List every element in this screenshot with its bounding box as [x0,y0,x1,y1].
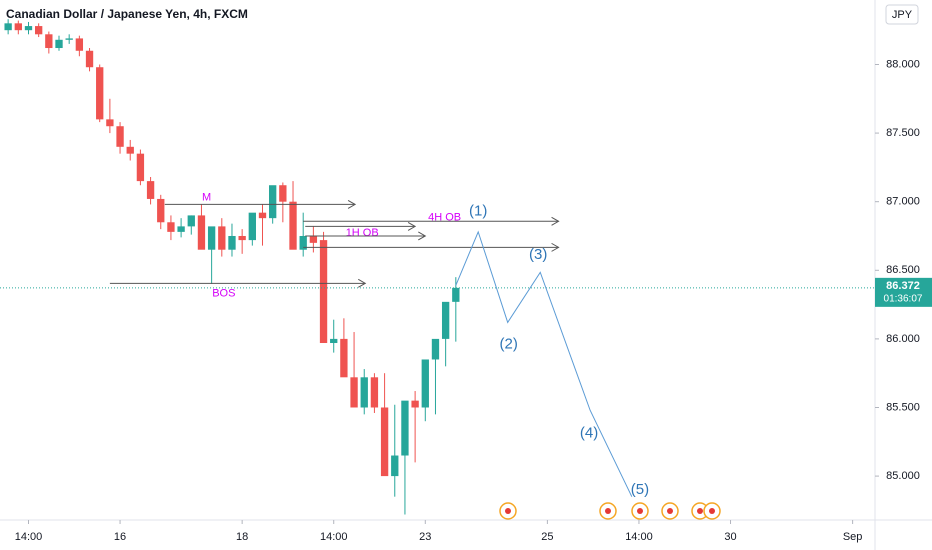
x-tick-label: 25 [541,531,553,543]
event-dot [505,508,511,514]
candle-body [309,235,318,243]
candle-body [452,287,460,302]
events [499,502,721,520]
y-tick-label: 87.500 [886,127,920,139]
candle-body [391,455,399,477]
candle-body [441,301,450,339]
candle-body [4,23,12,31]
candle-body [106,119,114,127]
x-tick-label: 23 [419,531,431,543]
x-tick-label: 14:00 [625,531,653,543]
x-tick-label: 18 [236,531,248,543]
candle-body [14,23,22,31]
wave-path [455,230,633,497]
level-arrow-head [358,278,367,288]
candle-body [177,226,185,232]
y-tick-label: 87.000 [886,196,920,208]
candle-body [85,50,94,68]
candle-body [330,338,338,344]
wave-label: (3) [529,246,547,263]
event-dot [637,508,643,514]
candle-body [207,226,216,250]
y-tick-label: 88.000 [886,58,920,70]
candle-body [279,185,287,202]
candle-body [126,146,134,154]
y-tick-label: 85.500 [886,401,920,413]
candle-body [116,126,124,147]
event-dot [605,508,611,514]
candle-body [24,26,33,31]
x-tick-label: 16 [114,531,126,543]
level-arrow-head [551,242,560,252]
level-arrow-head [418,231,427,241]
currency: JPY [892,9,913,21]
x-tick-label: 14:00 [15,531,43,543]
x-tick-label: Sep [843,531,863,543]
candle-body [45,34,53,49]
candle-body [55,39,63,49]
candle-body [157,198,165,223]
level-arrow-head [551,216,560,226]
candle-body [218,226,226,250]
candle-body [136,153,145,182]
last-price-box [875,277,932,307]
y-tick-label: 85.000 [886,470,920,482]
chart-title: Canadian Dollar / Japanese Yen, 4h, FXCM [6,7,248,21]
candle-body [340,338,348,378]
y-tick-label: 86.000 [886,333,920,345]
candle-body [96,67,104,120]
candle-body [411,400,419,408]
event-dot [709,508,715,514]
candle-body [289,201,297,250]
candle-body [380,407,389,477]
level-arrow-head [347,199,357,209]
candle-body [65,38,73,40]
y-tick-label: 86.500 [886,264,920,276]
level-label: 1H OB [346,227,379,239]
candle-body [269,185,277,219]
event-dot [697,508,703,514]
event-dot [667,508,673,514]
x-tick-label: 14:00 [320,531,348,543]
candle-body [421,359,429,408]
candle-body [197,215,206,250]
x-tick-label: 30 [724,531,736,543]
candle-body [299,235,307,250]
candle-body [146,181,155,199]
candle-body [350,377,358,408]
candle-body [75,38,84,51]
wave-label: (4) [580,425,598,442]
wave-label: (2) [500,335,518,352]
candle-body [431,338,440,360]
candle-body [258,212,267,219]
candle-body [187,215,195,227]
wave-label: (1) [469,202,487,219]
candle-body [248,212,256,241]
candle-body [228,235,236,250]
candle-body [238,235,246,241]
candle-body [401,400,409,456]
level-label: M [202,191,211,203]
candle-body [370,377,379,408]
level-arrow-head [407,221,417,231]
wave-label: (5) [631,481,649,498]
currency-box[interactable] [885,4,919,25]
level-label: 4H OB [428,211,461,223]
level-label: BOS [212,288,235,300]
candle-body [360,377,368,408]
candle-body [167,222,175,232]
candle-body [319,240,328,344]
countdown: 01:36:07 [884,293,923,304]
candle-body [35,26,43,35]
last-price: 86.372 [886,280,920,292]
